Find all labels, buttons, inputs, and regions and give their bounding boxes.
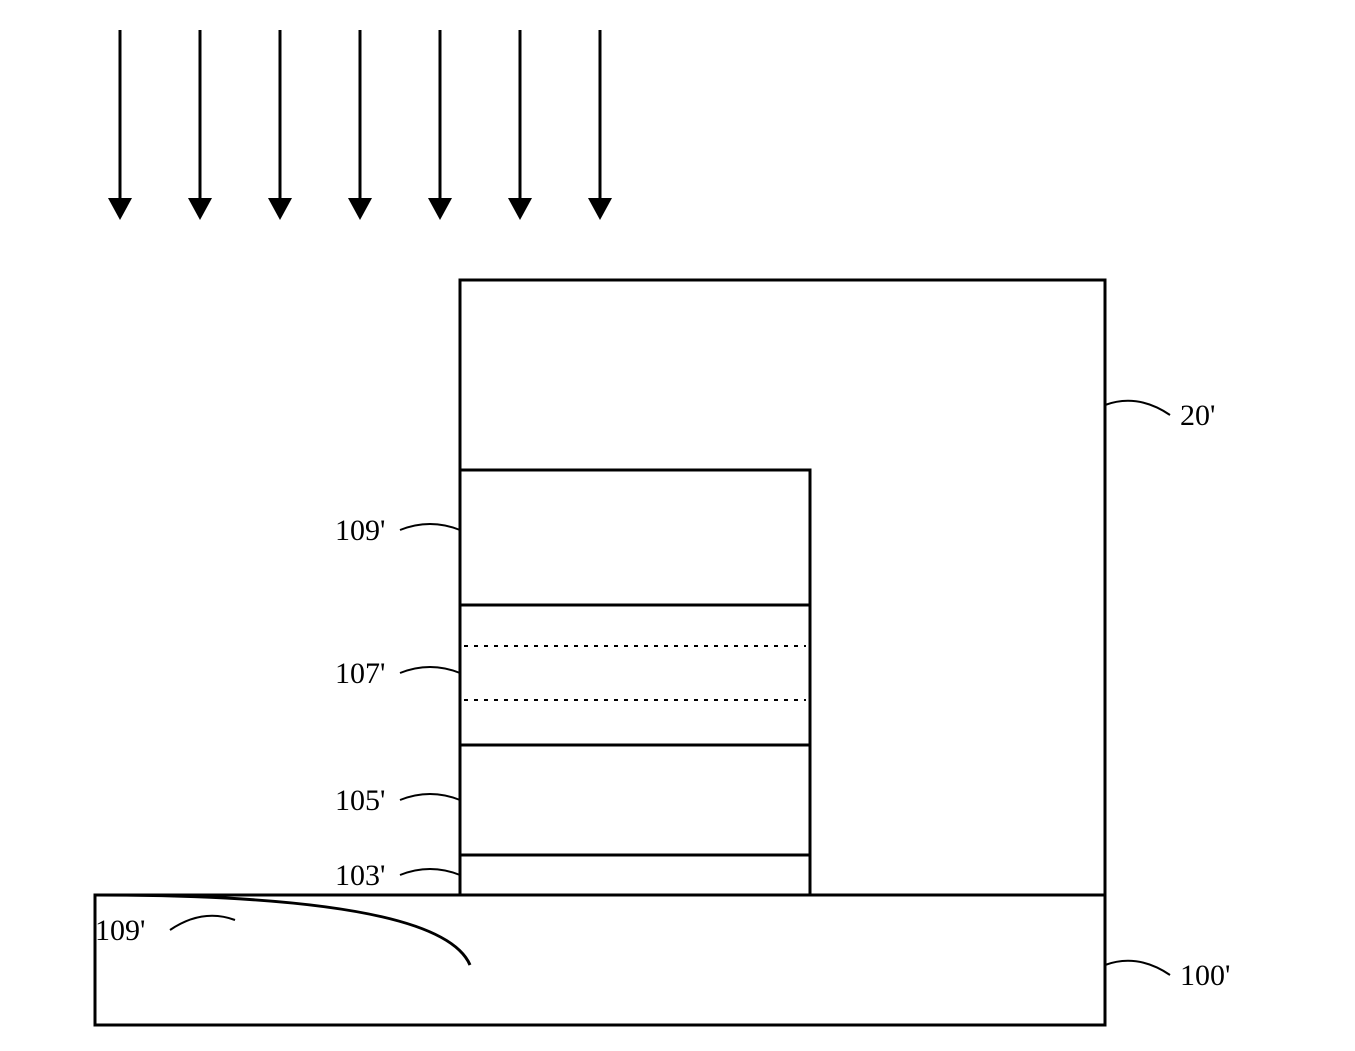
implant-arrows: [108, 30, 612, 220]
label-label20: 20': [1180, 399, 1215, 432]
leader-label107: [400, 667, 460, 673]
leader-label109L: [170, 916, 235, 930]
label-label109U: 109': [335, 514, 385, 547]
label-label100: 100': [1180, 959, 1230, 992]
arrow-head: [588, 198, 612, 220]
arrow-head: [188, 198, 212, 220]
leader-label103: [400, 869, 460, 875]
layer-107: [460, 605, 810, 745]
label-label109L: 109': [95, 914, 145, 947]
mask-20: [460, 280, 1105, 895]
layer-105: [460, 745, 810, 855]
leader-label109U: [400, 524, 460, 530]
label-label107: 107': [335, 657, 385, 690]
label-label105: 105': [335, 784, 385, 817]
leader-label20: [1105, 401, 1170, 415]
leader-label105: [400, 794, 460, 800]
layer-109-top: [460, 470, 810, 605]
leader-label100: [1105, 961, 1170, 975]
substrate-100: [95, 895, 1105, 1025]
label-label103: 103': [335, 859, 385, 892]
arrow-head: [348, 198, 372, 220]
arrow-head: [268, 198, 292, 220]
arrow-head: [508, 198, 532, 220]
arrow-head: [108, 198, 132, 220]
implant-region-109: [95, 895, 470, 965]
layer-103: [460, 855, 810, 895]
arrow-head: [428, 198, 452, 220]
